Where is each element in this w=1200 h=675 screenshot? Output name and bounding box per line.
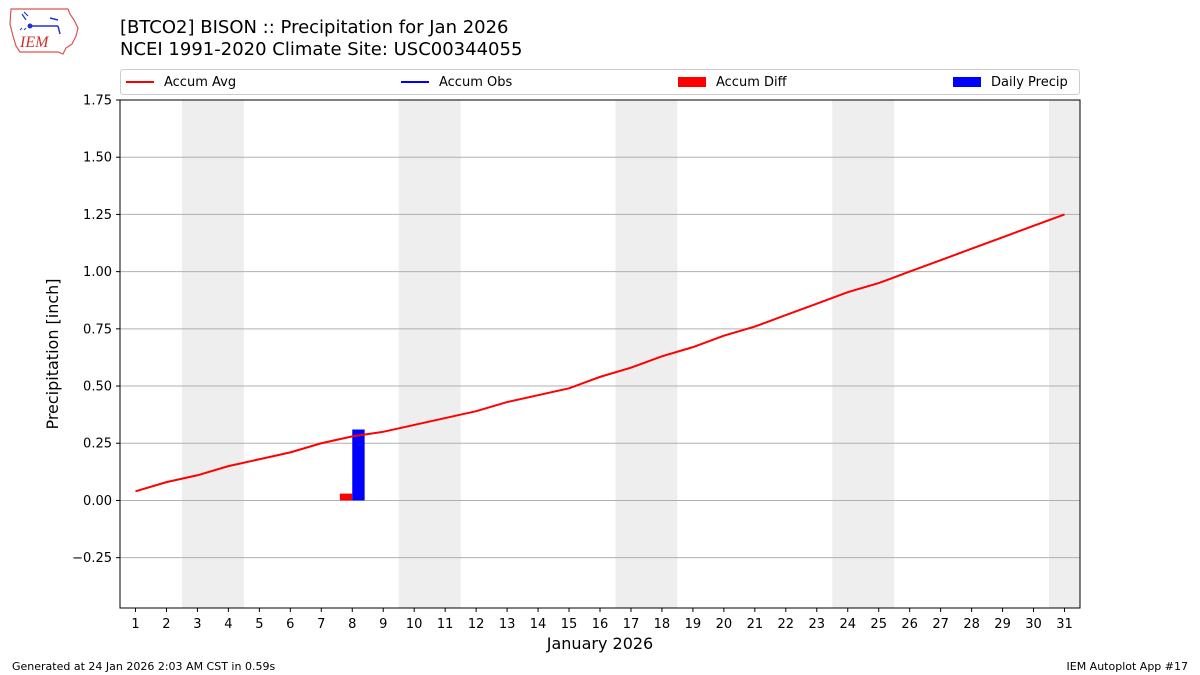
x-tick-label: 31 xyxy=(1056,617,1073,632)
weekend-shade-4 xyxy=(1049,100,1080,608)
legend-swatch-accum-obs xyxy=(401,81,429,83)
x-tick-label: 23 xyxy=(809,617,826,632)
legend-swatch-accum-avg xyxy=(126,81,154,83)
y-tick-label: 0.25 xyxy=(83,437,112,452)
x-tick-label: 3 xyxy=(193,617,201,632)
y-tick-label: 0.00 xyxy=(83,494,112,509)
x-tick-label: 10 xyxy=(406,617,423,632)
legend-item-accum-obs: Accum Obs xyxy=(401,70,512,94)
x-tick-label: 9 xyxy=(379,617,387,632)
legend-label-daily-precip: Daily Precip xyxy=(991,74,1068,90)
legend-label-accum-obs: Accum Obs xyxy=(439,74,513,90)
y-axis-label: Precipitation [inch] xyxy=(43,278,62,429)
x-tick-label: 26 xyxy=(901,617,918,632)
weekend-shade-0 xyxy=(181,100,244,608)
y-tick-label: 0.75 xyxy=(83,322,112,337)
x-tick-label: 19 xyxy=(685,617,702,632)
accum-avg-line xyxy=(135,213,1065,493)
iem-logo-icon: IEM xyxy=(9,8,79,55)
chart-subtitle: NCEI 1991-2020 Climate Site: USC00344055 xyxy=(120,39,523,60)
legend-swatch-daily-precip xyxy=(953,77,981,87)
x-tick-label: 20 xyxy=(716,617,733,632)
x-tick-label: 11 xyxy=(437,617,454,632)
legend-item-accum-diff: Accum Diff xyxy=(678,70,787,94)
y-tick-label: 1.00 xyxy=(83,265,112,280)
y-tick-label: 1.50 xyxy=(83,151,112,166)
x-tick-label: 5 xyxy=(255,617,263,632)
x-tick-label: 29 xyxy=(994,617,1011,632)
x-tick-label: 27 xyxy=(932,617,949,632)
x-tick-label: 13 xyxy=(499,617,516,632)
x-tick-label: 17 xyxy=(623,617,640,632)
x-tick-label: 4 xyxy=(224,617,232,632)
legend-label-accum-diff: Accum Diff xyxy=(716,74,787,90)
x-tick-label: 6 xyxy=(286,617,294,632)
footer-generated-text: Generated at 24 Jan 2026 2:03 AM CST in … xyxy=(12,660,276,673)
legend-label-accum-avg: Accum Avg xyxy=(164,74,237,90)
x-tick-label: 21 xyxy=(747,617,764,632)
chart-legend: Accum Avg Accum Obs Accum Diff Daily Pre… xyxy=(120,69,1080,95)
x-tick-label: 16 xyxy=(592,617,609,632)
legend-swatch-accum-diff xyxy=(678,77,706,87)
footer-app-text: IEM Autoplot App #17 xyxy=(1066,660,1189,673)
x-tick-label: 8 xyxy=(348,617,356,632)
y-tick-label: 0.50 xyxy=(83,380,112,395)
x-tick-label: 2 xyxy=(162,617,170,632)
iem-logo-text: IEM xyxy=(19,34,50,51)
weekend-shade-3 xyxy=(832,100,895,608)
x-tick-label: 18 xyxy=(654,617,671,632)
x-tick-label: 1 xyxy=(131,617,139,632)
plot-frame xyxy=(119,99,1081,609)
y-tick-label: 1.75 xyxy=(83,94,112,109)
daily-precip-bar xyxy=(352,429,365,501)
x-tick-label: 15 xyxy=(561,617,578,632)
x-axis-label: January 2026 xyxy=(546,634,653,653)
x-tick-label: 7 xyxy=(317,617,325,632)
x-tick-label: 28 xyxy=(963,617,980,632)
x-tick-label: 30 xyxy=(1025,617,1042,632)
accum-diff-bar xyxy=(339,493,353,501)
x-tick-label: 25 xyxy=(870,617,887,632)
x-tick-label: 22 xyxy=(778,617,795,632)
x-tick-label: 12 xyxy=(468,617,485,632)
y-tick-label: −0.25 xyxy=(72,551,112,566)
weekend-shade-1 xyxy=(398,100,461,608)
x-tick-label: 14 xyxy=(530,617,547,632)
chart-title: [BTCO2] BISON :: Precipitation for Jan 2… xyxy=(120,17,509,38)
legend-item-daily-precip: Daily Precip xyxy=(953,70,1068,94)
x-tick-label: 24 xyxy=(839,617,856,632)
legend-item-accum-avg: Accum Avg xyxy=(126,70,236,94)
y-tick-label: 1.25 xyxy=(83,208,112,223)
